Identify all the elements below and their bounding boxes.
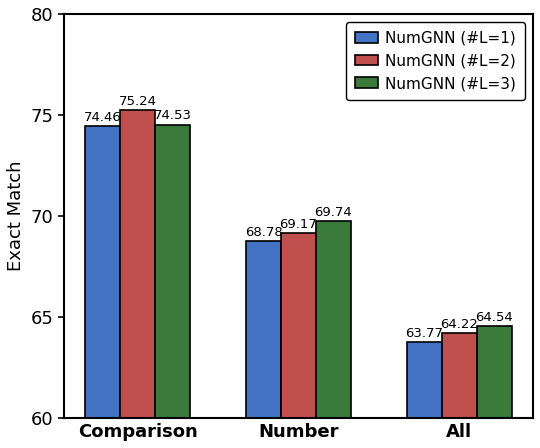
Text: 74.46: 74.46	[84, 111, 122, 124]
Bar	[120, 110, 155, 448]
Legend: NumGNN (#L=1), NumGNN (#L=2), NumGNN (#L=3): NumGNN (#L=1), NumGNN (#L=2), NumGNN (#L…	[346, 22, 525, 100]
Text: 68.78: 68.78	[245, 226, 282, 239]
Text: 74.53: 74.53	[153, 109, 192, 122]
Bar	[442, 333, 477, 448]
Bar	[407, 342, 442, 448]
Bar	[477, 327, 511, 448]
Bar	[85, 126, 120, 448]
Text: 64.54: 64.54	[475, 311, 513, 324]
Text: 75.24: 75.24	[119, 95, 157, 108]
Bar	[246, 241, 281, 448]
Text: 69.17: 69.17	[280, 218, 318, 231]
Bar	[155, 125, 190, 448]
Bar	[281, 233, 316, 448]
Text: 69.74: 69.74	[314, 206, 352, 220]
Y-axis label: Exact Match: Exact Match	[7, 161, 25, 271]
Text: 63.77: 63.77	[406, 327, 443, 340]
Text: 64.22: 64.22	[441, 318, 478, 331]
Bar	[316, 221, 351, 448]
